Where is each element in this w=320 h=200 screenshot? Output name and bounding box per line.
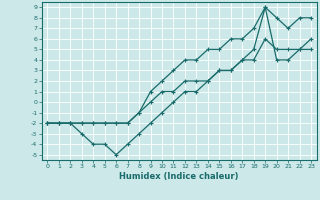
X-axis label: Humidex (Indice chaleur): Humidex (Indice chaleur): [119, 172, 239, 181]
